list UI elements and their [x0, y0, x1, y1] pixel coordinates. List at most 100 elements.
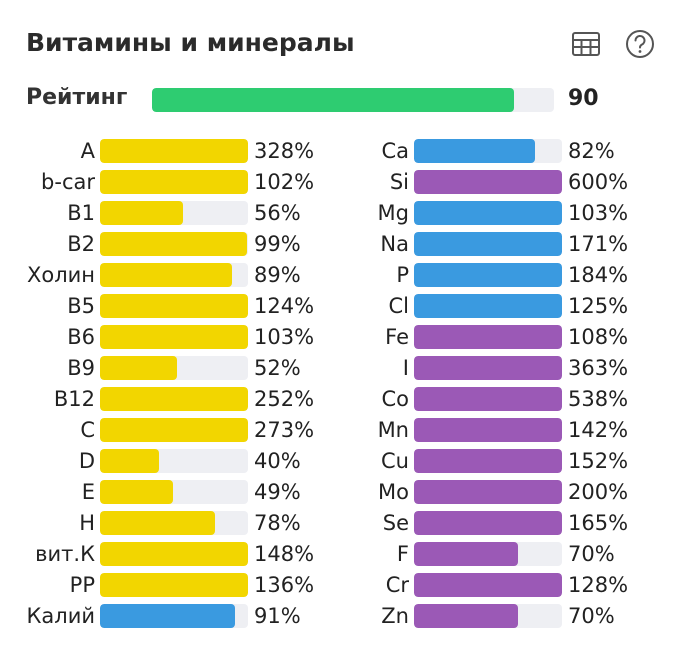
nutrient-label: Ca [381, 139, 409, 163]
nutrient-label: C [80, 418, 95, 442]
nutrient-percent: 273% [254, 418, 315, 442]
nutrient-bar-track [414, 480, 562, 504]
nutrient-percent: 184% [568, 263, 629, 287]
nutrient-label: Fe [385, 325, 409, 349]
nutrient-percent: 70% [568, 604, 615, 628]
nutrient-row-se: Se 165% [0, 510, 680, 536]
nutrient-percent: 78% [254, 511, 301, 535]
nutrient-bar [414, 139, 536, 163]
nutrient-bar [100, 449, 160, 473]
nutrient-bar [414, 170, 562, 194]
nutrient-row-mo: Mo 200% [0, 479, 680, 505]
nutrient-percent: 56% [254, 201, 301, 225]
nutrient-bar [414, 449, 562, 473]
nutrient-percent: 70% [568, 542, 615, 566]
nutrient-bar [414, 325, 562, 349]
nutrient-label: D [78, 449, 95, 473]
nutrient-label: B2 [67, 232, 95, 256]
nutrient-label: Na [380, 232, 409, 256]
nutrient-bar-track [100, 604, 248, 628]
nutrient-bar [414, 387, 562, 411]
nutrient-bar [100, 356, 177, 380]
nutrient-label: Калий [26, 604, 96, 628]
rating-label: Рейтинг [26, 85, 128, 110]
nutrient-bar-track [414, 139, 562, 163]
nutrient-row-h: H 78% [0, 510, 680, 536]
nutrient-label: B6 [67, 325, 95, 349]
table-icon[interactable] [570, 28, 602, 60]
help-icon[interactable] [624, 28, 656, 60]
nutrient-bar [100, 387, 248, 411]
nutrient-row-вит-к: вит.К 148% [0, 541, 680, 567]
nutrient-row-калий: Калий 91% [0, 603, 680, 629]
nutrient-bar-track [414, 201, 562, 225]
nutrient-row-b9: B9 52% [0, 355, 680, 381]
nutrient-percent: 328% [254, 139, 315, 163]
nutrient-label: PP [69, 573, 95, 597]
nutrient-row-cr: Cr 128% [0, 572, 680, 598]
nutrient-label: вит.К [35, 542, 95, 566]
nutrient-percent: 49% [254, 480, 301, 504]
nutrient-bar-track [100, 232, 248, 256]
nutrient-label: Mg [377, 201, 409, 225]
nutrient-bar [100, 139, 248, 163]
rating-bar-fill [152, 88, 514, 112]
nutrient-row-c: C 273% [0, 417, 680, 443]
nutrient-percent: 91% [254, 604, 301, 628]
nutrient-bar [100, 418, 248, 442]
nutrient-label: B12 [53, 387, 95, 411]
nutrient-percent: 99% [254, 232, 301, 256]
nutrient-label: H [79, 511, 95, 535]
nutrient-bar-track [414, 325, 562, 349]
nutrient-bar-track [100, 511, 248, 535]
nutrient-bar-track [414, 573, 562, 597]
nutrient-bar-track [100, 356, 248, 380]
nutrient-bar-track [414, 387, 562, 411]
nutrient-label: Cr [385, 573, 409, 597]
nutrient-bar-track [414, 263, 562, 287]
nutrient-bar [414, 542, 518, 566]
nutrient-label: I [402, 356, 409, 380]
nutrient-bar-track [414, 232, 562, 256]
nutrient-bar [414, 356, 562, 380]
nutrient-row-b5: B5 124% [0, 293, 680, 319]
rating-bar [152, 88, 554, 112]
nutrient-label: Se [382, 511, 409, 535]
nutrient-row-mn: Mn 142% [0, 417, 680, 443]
nutrient-bar-track [100, 325, 248, 349]
nutrient-row-si: Si 600% [0, 169, 680, 195]
nutrient-row-zn: Zn 70% [0, 603, 680, 629]
nutrient-label: Zn [381, 604, 409, 628]
nutrient-row-na: Na 171% [0, 231, 680, 257]
nutrient-bar [100, 294, 248, 318]
nutrient-row-fe: Fe 108% [0, 324, 680, 350]
nutrient-percent: 89% [254, 263, 301, 287]
nutrient-bar-track [414, 542, 562, 566]
nutrient-bar-track [414, 356, 562, 380]
nutrient-bar-track [100, 294, 248, 318]
nutrient-row-холин: Холин 89% [0, 262, 680, 288]
nutrient-row-b1: B1 56% [0, 200, 680, 226]
nutrient-percent: 538% [568, 387, 629, 411]
nutrient-bar-track [414, 170, 562, 194]
nutrient-bar [414, 418, 562, 442]
nutrient-row-b12: B12 252% [0, 386, 680, 412]
nutrient-bar [414, 232, 562, 256]
nutrient-row-ca: Ca 82% [0, 138, 680, 164]
nutrient-percent: 165% [568, 511, 629, 535]
nutrient-label: E [81, 480, 95, 504]
nutrient-bar [100, 201, 183, 225]
nutrient-percent: 52% [254, 356, 301, 380]
nutrient-row-co: Co 538% [0, 386, 680, 412]
nutrient-label: B5 [67, 294, 95, 318]
nutrient-label: B9 [67, 356, 95, 380]
nutrient-percent: 200% [568, 480, 629, 504]
nutrient-percent: 108% [568, 325, 629, 349]
nutrient-row-a: A 328% [0, 138, 680, 164]
nutrient-bar-track [100, 573, 248, 597]
nutrient-bar-track [100, 170, 248, 194]
nutrient-bar [100, 511, 216, 535]
nutrient-percent: 148% [254, 542, 315, 566]
nutrient-label: F [396, 542, 409, 566]
nutrient-row-cl: Cl 125% [0, 293, 680, 319]
